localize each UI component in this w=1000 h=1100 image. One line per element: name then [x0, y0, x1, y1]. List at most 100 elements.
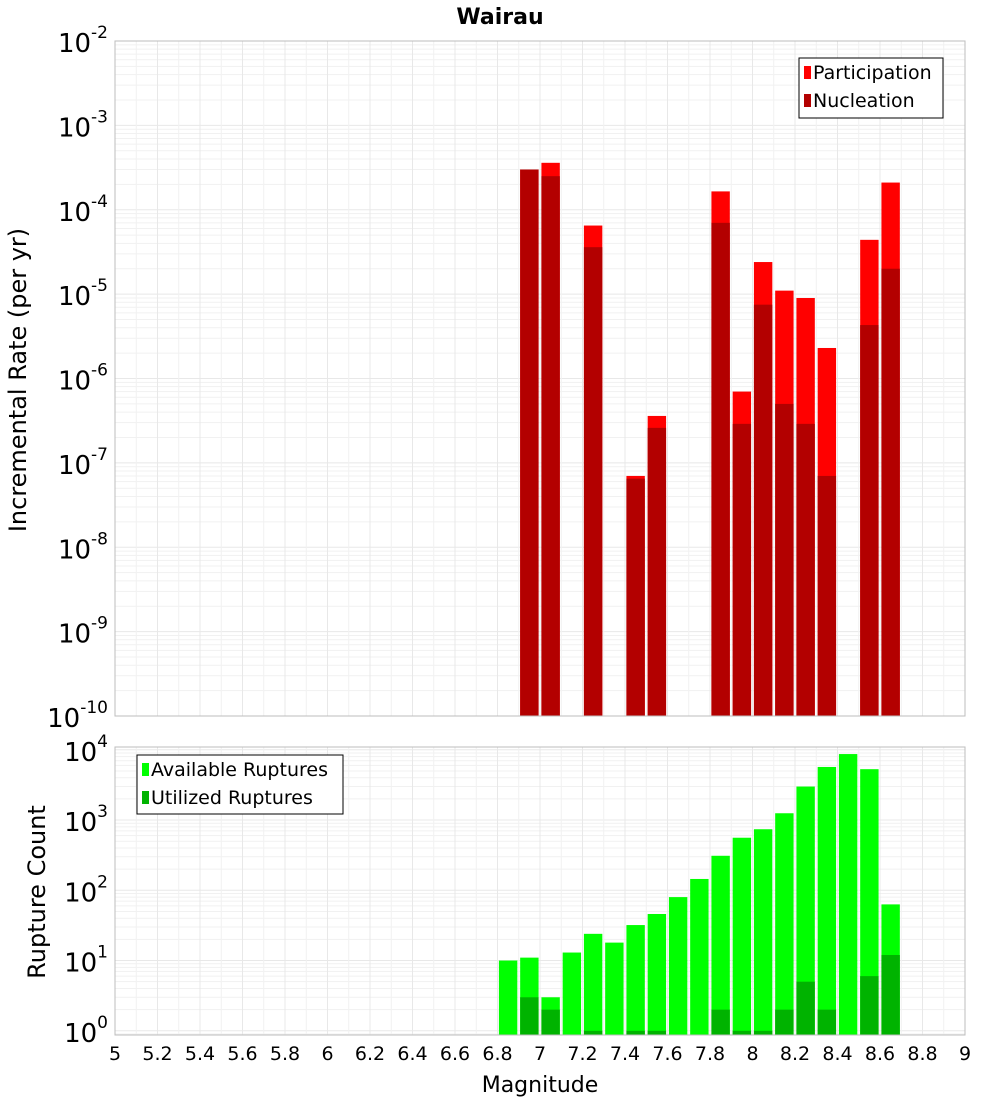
x-tick-label: 5.2	[142, 1043, 172, 1065]
rate-series-b-bar	[732, 423, 752, 716]
count-series-b-bar	[520, 997, 539, 1035]
y-tick-label: 10-2	[58, 23, 108, 59]
count-series-b-bar	[817, 1009, 837, 1035]
rate-series-b-bar	[541, 176, 560, 717]
y-tick-label: 10-5	[58, 276, 108, 312]
count-series-a-bar	[796, 786, 815, 1035]
x-tick-label: 6.8	[482, 1043, 512, 1065]
count-series-b-bar	[711, 1009, 730, 1035]
legend-box	[798, 57, 944, 119]
count-series-a-bar	[711, 855, 730, 1035]
count-series-a-bar	[860, 769, 879, 1035]
legend-swatch	[804, 94, 811, 107]
x-tick-label: 8.2	[780, 1043, 810, 1065]
y-tick-label: 10-10	[47, 698, 108, 734]
plot-frame	[114, 40, 966, 717]
legend-entry-label: Available Ruptures	[151, 759, 328, 781]
count-series-a-bar	[690, 878, 709, 1035]
rate-series-b-bar	[753, 304, 773, 716]
legend-entry-label: Utilized Ruptures	[151, 787, 313, 809]
x-tick-label: 7	[534, 1043, 546, 1065]
rate-series-b-bar	[817, 475, 837, 716]
count-legend: Available Ruptures Utilized Ruptures	[136, 754, 344, 815]
rate-series-b-bar	[520, 169, 539, 717]
x-tick-label: 6.6	[440, 1043, 470, 1065]
plot-frame	[114, 746, 966, 1036]
legend-entry-label: Participation	[813, 62, 932, 84]
count-series-b-bar	[753, 1030, 773, 1035]
x-axis-ticks: 5 5.2 5.4 5.6 5.8 6 6.2 6.4 6.6 6.8 7 7.2 7.4 7.6 7.8 8…	[109, 1043, 971, 1065]
legend-box	[136, 754, 344, 815]
count-series-b-bar	[626, 1030, 645, 1035]
rate-panel: 10-10 10-9 10-8 10-7 10-6 10-5 10-4 10-3 10-2 Par…	[47, 23, 966, 734]
count-series-a-bar	[753, 829, 773, 1035]
count-series-a-bar	[583, 933, 603, 1035]
y-tick-label: 10-8	[58, 529, 108, 565]
x-tick-label: 5	[109, 1043, 121, 1065]
rate-series-b-bar	[626, 478, 645, 716]
count-series-a-bar	[838, 754, 858, 1035]
y-tick-label: 10-6	[58, 361, 108, 397]
count-panel: 100 101 102 103 104 Available Ruptures Utilize…	[64, 732, 966, 1049]
x-axis-label: Magnitude	[482, 1073, 599, 1098]
count-series-a-bar	[817, 766, 837, 1035]
x-tick-label: 8.4	[822, 1043, 852, 1065]
count-series-b-bar	[860, 976, 879, 1035]
rate-series-b-bar	[775, 403, 794, 716]
x-tick-label: 8.8	[907, 1043, 937, 1065]
x-tick-label: 7.4	[610, 1043, 640, 1065]
x-tick-label: 5.6	[227, 1043, 257, 1065]
count-series-a-bar	[562, 952, 582, 1035]
count-series-b-bar	[796, 981, 815, 1035]
y-tick-label: 100	[64, 1013, 108, 1049]
legend-swatch	[142, 763, 149, 776]
rate-series-b-bar	[583, 247, 603, 716]
count-series-b-bar	[775, 1009, 794, 1035]
count-series-a-bar	[605, 942, 624, 1035]
y-tick-label: 104	[64, 732, 108, 768]
chart-title: Wairau	[456, 5, 543, 30]
y-tick-label: 10-4	[58, 192, 108, 228]
count-series-a-bar	[775, 813, 794, 1035]
count-series-b-bar	[647, 1030, 667, 1035]
x-tick-label: 7.8	[695, 1043, 725, 1065]
x-tick-label: 5.4	[185, 1043, 215, 1065]
x-tick-label: 6.4	[397, 1043, 427, 1065]
rate-series-b-bar	[881, 268, 900, 716]
count-series-b-bar	[732, 1030, 752, 1035]
x-tick-label: 6	[321, 1043, 333, 1065]
count-series-a-bar	[668, 897, 688, 1035]
y-tick-label: 10-9	[58, 614, 108, 650]
x-tick-label: 5.8	[270, 1043, 300, 1065]
legend-swatch	[804, 66, 811, 79]
y-tick-label: 10-7	[58, 445, 108, 481]
legend-entry-label: Nucleation	[813, 90, 915, 112]
count-y-axis-label: Rupture Count	[23, 805, 51, 979]
count-series-a-bar	[647, 913, 667, 1035]
count-series-b-bar	[583, 1030, 603, 1035]
rate-y-axis-label: Incremental Rate (per yr)	[4, 228, 32, 532]
count-series-a-bar	[626, 925, 645, 1035]
x-tick-label: 7.6	[652, 1043, 682, 1065]
rate-legend: Participation Nucleation	[798, 57, 944, 119]
rate-series-b-bar	[860, 325, 879, 716]
x-tick-label: 6.2	[355, 1043, 385, 1065]
y-tick-label: 101	[64, 943, 108, 979]
rate-series-b-bar	[647, 427, 667, 716]
x-tick-label: 9	[959, 1043, 971, 1065]
rate-series-b-bar	[796, 423, 815, 716]
y-tick-label: 10-3	[58, 107, 108, 143]
rate-series-b-bar	[711, 222, 730, 716]
count-series-b-bar	[541, 1009, 560, 1035]
y-tick-label: 103	[64, 802, 108, 838]
x-tick-label: 8.6	[865, 1043, 895, 1065]
legend-swatch	[142, 791, 149, 804]
y-tick-label: 102	[64, 872, 108, 908]
count-series-b-bar	[881, 954, 900, 1035]
count-series-a-bar	[498, 960, 518, 1035]
x-tick-label: 8	[746, 1043, 758, 1065]
x-tick-label: 7.2	[567, 1043, 597, 1065]
count-series-a-bar	[732, 837, 752, 1035]
